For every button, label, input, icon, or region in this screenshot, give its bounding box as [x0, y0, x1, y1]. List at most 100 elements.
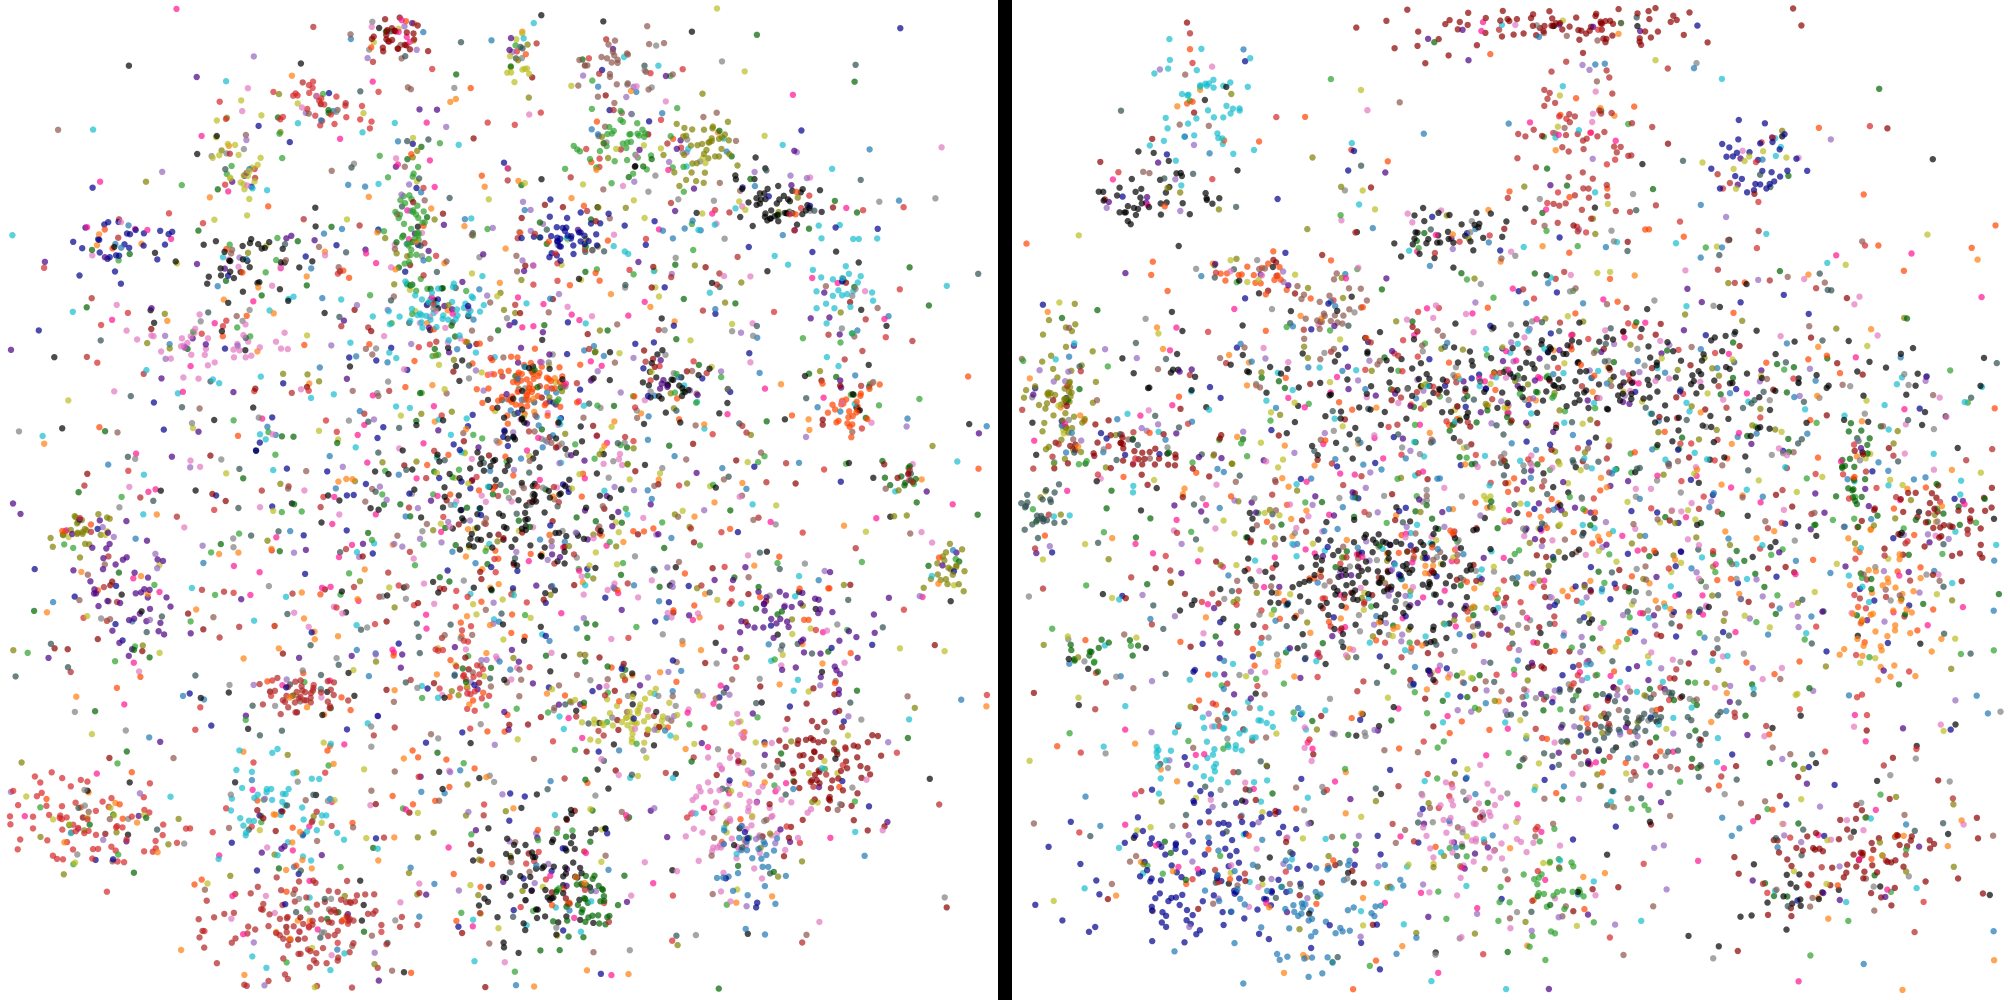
left-scatter-point	[301, 570, 309, 578]
left-scatter-point	[269, 749, 276, 756]
left-scatter-point	[711, 499, 718, 506]
left-scatter-point	[353, 301, 361, 309]
right-scatter-point	[1568, 419, 1576, 426]
left-scatter-point	[373, 357, 380, 364]
left-scatter-point	[234, 432, 242, 439]
left-scatter-point	[526, 868, 533, 876]
left-scatter-point	[45, 654, 52, 662]
right-scatter-point	[1414, 308, 1422, 315]
left-scatter-point	[624, 511, 631, 518]
left-scatter-point	[537, 552, 544, 559]
left-scatter-point	[85, 808, 92, 815]
left-scatter-point	[230, 274, 238, 282]
left-scatter-point	[296, 928, 303, 935]
left-scatter-point	[692, 177, 700, 185]
left-scatter-point	[416, 535, 424, 542]
left-scatter-point	[607, 290, 615, 298]
left-scatter-point	[202, 341, 209, 348]
left-scatter-point	[961, 568, 968, 575]
left-scatter-point	[805, 225, 813, 232]
left-scatter-point	[763, 816, 770, 823]
left-scatter-point	[559, 203, 567, 211]
left-scatter-point	[732, 137, 740, 145]
left-scatter-point	[424, 685, 431, 692]
left-scatter-point	[653, 374, 660, 381]
left-scatter-point	[819, 416, 826, 423]
left-scatter-point	[484, 396, 492, 404]
left-scatter-point	[619, 559, 627, 567]
left-scatter-point	[39, 432, 46, 440]
left-scatter-point	[657, 357, 664, 364]
left-scatter-point	[246, 306, 253, 314]
right-scatter-point	[1498, 688, 1505, 695]
left-scatter-point	[109, 856, 117, 863]
left-scatter-point	[668, 534, 675, 542]
left-scatter-point	[286, 694, 293, 701]
left-scatter-point	[567, 806, 575, 814]
left-scatter-point	[130, 575, 137, 582]
left-scatter-point	[816, 367, 824, 375]
left-scatter-point	[468, 327, 476, 334]
left-scatter-point	[726, 525, 734, 533]
left-scatter-point	[818, 235, 825, 242]
left-scatter-point	[870, 378, 877, 386]
right-scatter-point	[1322, 660, 1329, 668]
right-scatter-point	[1584, 674, 1591, 682]
left-scatter-point	[476, 774, 483, 782]
left-scatter-point	[529, 498, 536, 506]
left-scatter-point	[582, 582, 589, 589]
left-scatter-point	[609, 714, 616, 721]
left-scatter-point	[641, 214, 648, 222]
left-scatter-point	[829, 401, 836, 408]
left-scatter-point	[235, 530, 243, 537]
left-scatter-point	[610, 458, 617, 465]
left-scatter-point	[413, 46, 420, 53]
right-scatter-point	[1612, 643, 1619, 650]
left-scatter-point	[150, 333, 157, 340]
left-scatter-point	[761, 741, 768, 748]
left-scatter-point	[615, 747, 623, 754]
left-scatter-point	[693, 793, 700, 800]
left-scatter-point	[501, 708, 508, 716]
left-scatter-point	[687, 142, 695, 149]
left-scatter-point	[254, 161, 261, 168]
left-scatter-point	[556, 460, 563, 467]
left-scatter-point	[159, 557, 167, 565]
left-scatter-point	[648, 577, 655, 584]
left-scatter-point	[455, 141, 462, 148]
left-scatter-point	[367, 505, 374, 512]
left-scatter-point	[548, 649, 555, 656]
left-scatter-point	[480, 301, 487, 309]
left-scatter-point	[633, 83, 640, 90]
left-scatter-point	[634, 594, 642, 601]
left-scatter-point	[154, 256, 161, 263]
left-scatter-point	[644, 674, 652, 681]
left-scatter-point	[600, 893, 608, 900]
left-scatter-point	[581, 886, 589, 893]
right-scatter-point	[1566, 249, 1573, 256]
right-scatter-point	[1545, 507, 1552, 514]
left-scatter-point	[539, 484, 547, 491]
left-scatter-point	[817, 682, 824, 689]
left-scatter-point	[125, 62, 133, 69]
left-scatter-point	[256, 279, 263, 286]
left-scatter-point	[476, 847, 483, 854]
left-scatter-point	[633, 88, 640, 96]
left-scatter-point	[255, 122, 262, 130]
left-scatter-point	[611, 418, 618, 425]
left-scatter-point	[441, 631, 448, 639]
left-scatter-point	[470, 673, 477, 681]
left-scatter-point	[606, 376, 613, 384]
left-scatter-point	[403, 29, 410, 36]
left-scatter-point	[257, 905, 265, 913]
left-scatter-point	[632, 340, 639, 347]
left-scatter-point	[762, 210, 769, 217]
right-scatter-point	[1458, 270, 1465, 277]
left-scatter-point	[560, 927, 567, 934]
left-scatter-point	[154, 849, 161, 856]
left-scatter-point	[275, 90, 283, 98]
left-scatter-point	[548, 537, 555, 545]
left-scatter-point	[407, 969, 415, 976]
left-scatter-point	[385, 308, 392, 315]
left-scatter-point	[647, 303, 654, 311]
